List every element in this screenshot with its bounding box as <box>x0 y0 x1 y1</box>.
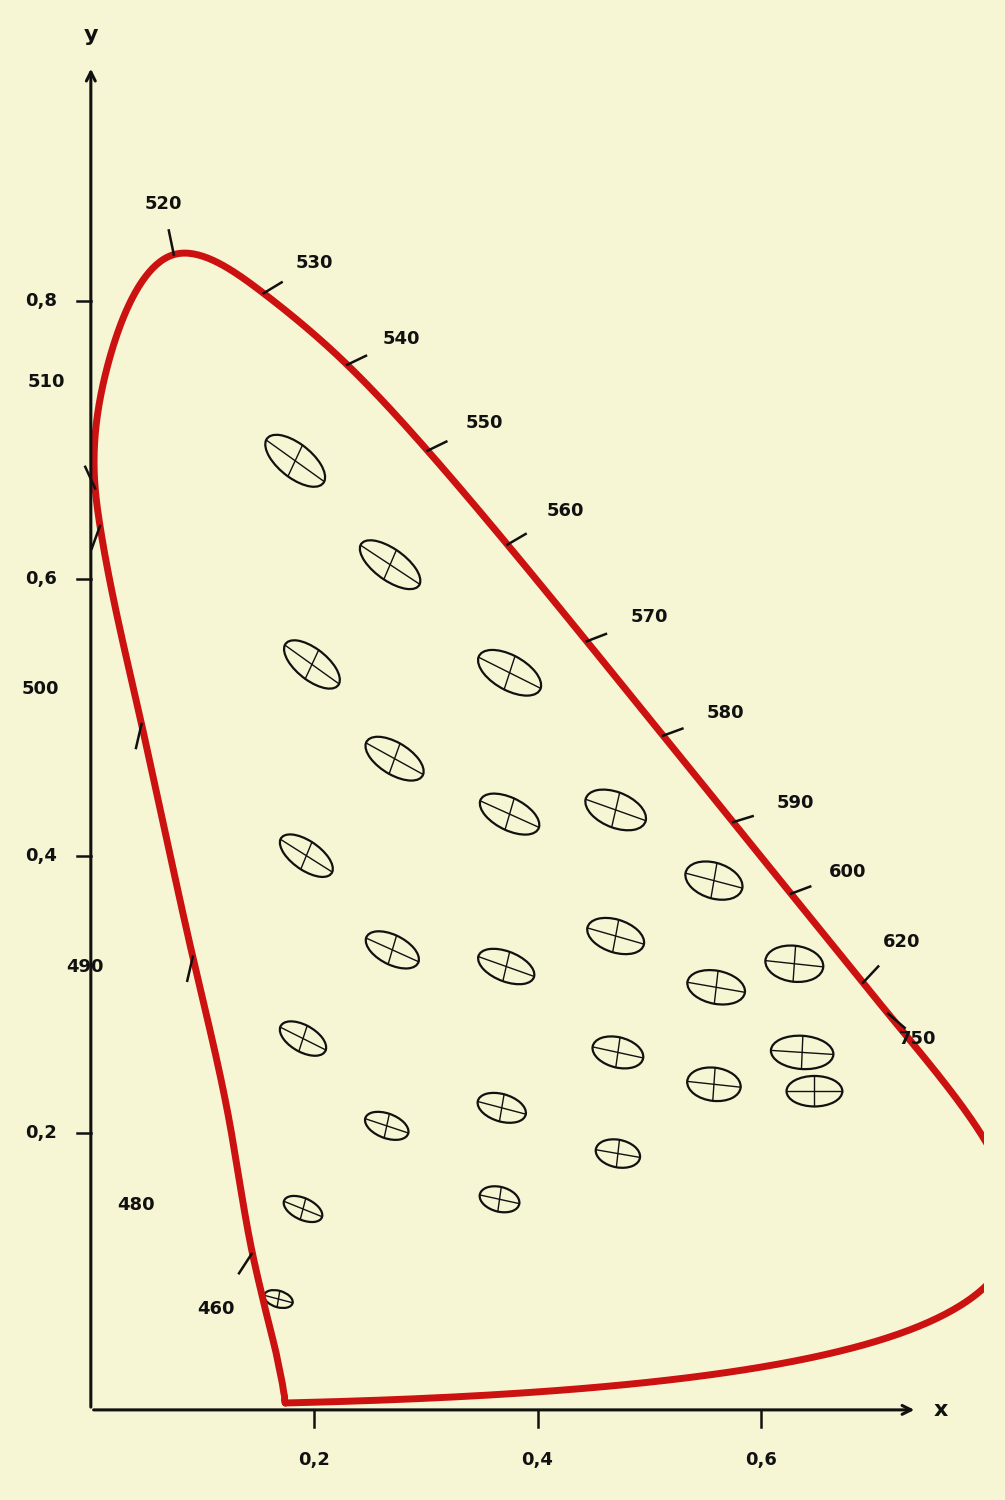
Text: 0,4: 0,4 <box>25 846 57 864</box>
Text: 560: 560 <box>547 501 584 519</box>
Text: 600: 600 <box>829 864 866 882</box>
Text: 480: 480 <box>117 1196 155 1214</box>
Text: 500: 500 <box>22 681 59 699</box>
Text: 0,2: 0,2 <box>25 1124 57 1142</box>
Text: 460: 460 <box>197 1299 234 1317</box>
Text: 510: 510 <box>27 374 65 392</box>
Text: 0,8: 0,8 <box>25 292 57 310</box>
Text: 570: 570 <box>630 609 668 627</box>
Text: 540: 540 <box>383 330 420 348</box>
Text: x: x <box>934 1400 949 1420</box>
Text: 550: 550 <box>465 414 502 432</box>
Text: y: y <box>83 26 98 45</box>
Text: 530: 530 <box>295 254 333 272</box>
Text: 520: 520 <box>145 195 182 213</box>
Text: 0,6: 0,6 <box>25 570 57 588</box>
Text: 750: 750 <box>898 1029 936 1047</box>
Text: 590: 590 <box>777 794 814 812</box>
Text: 0,2: 0,2 <box>298 1452 330 1470</box>
Text: 0,4: 0,4 <box>522 1452 554 1470</box>
Text: 580: 580 <box>707 704 744 722</box>
Text: 620: 620 <box>882 933 921 951</box>
Text: 0,6: 0,6 <box>745 1452 777 1470</box>
Text: 490: 490 <box>66 957 104 975</box>
